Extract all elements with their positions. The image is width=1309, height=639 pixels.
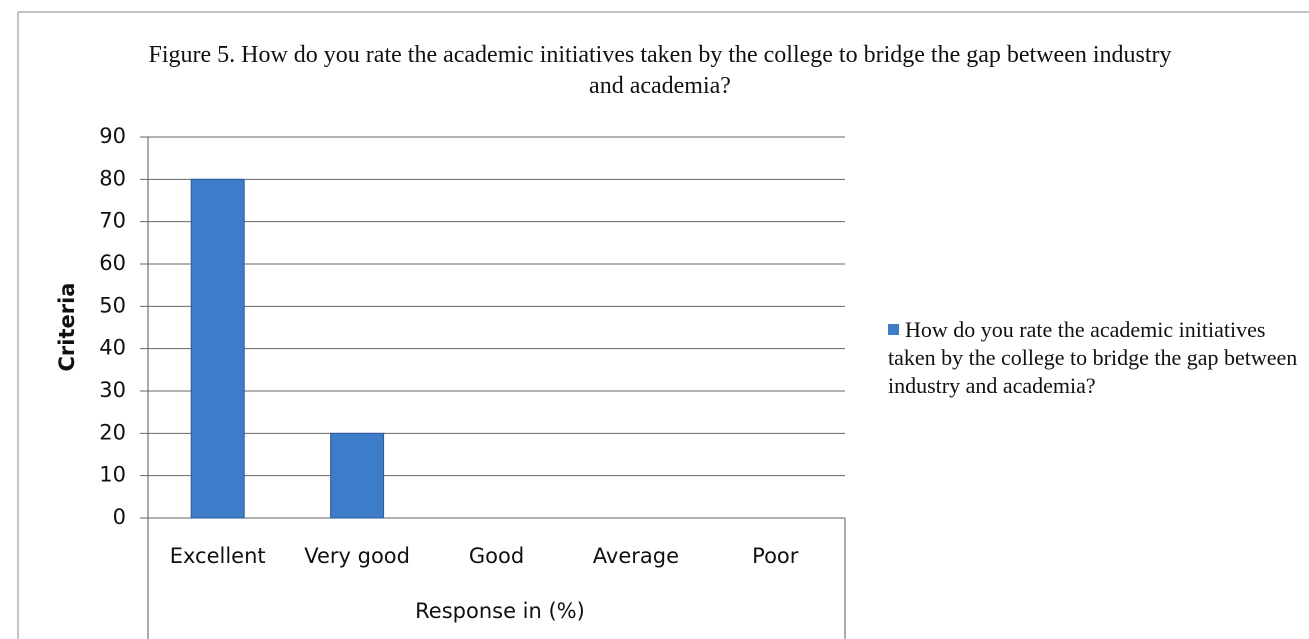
y-tick-label: 10 [99,463,126,487]
y-tick-label: 80 [99,166,126,190]
y-tick-label: 70 [99,209,126,233]
y-tick-label: 20 [99,420,126,444]
y-axis-label: Criteria [55,283,79,372]
y-tick-label: 60 [99,251,126,275]
x-tick-label: Good [469,544,524,568]
legend-label: How do you rate the academic initiatives… [888,317,1298,398]
x-tick-label: Very good [304,544,410,568]
y-tick-label: 50 [99,293,126,317]
legend: How do you rate the academic initiatives… [888,316,1298,400]
y-tick-label: 30 [99,378,126,402]
y-tick-label: 0 [113,505,126,529]
chart-title: Figure 5. How do you rate the academic i… [148,42,1172,99]
x-tick-label: Excellent [170,544,266,568]
legend-swatch [888,324,899,335]
y-tick-label: 40 [99,336,126,360]
x-axis-label: Response in (%) [415,599,585,623]
x-tick-label: Average [593,544,679,568]
y-tick-label: 90 [99,124,126,148]
x-tick-label: Poor [752,544,799,568]
bar [190,178,245,519]
bar [330,432,385,519]
